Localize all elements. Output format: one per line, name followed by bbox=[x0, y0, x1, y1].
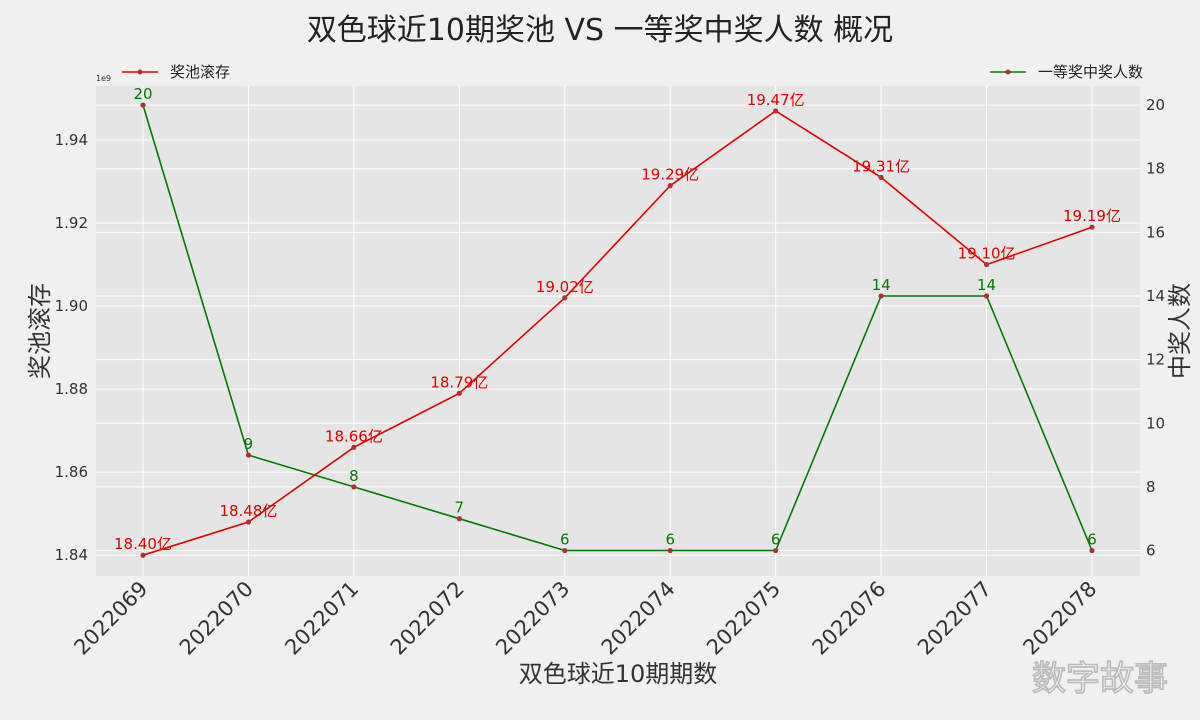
legend-left: 奖池滚存 bbox=[122, 63, 230, 81]
pool-data-label: 18.48亿 bbox=[219, 502, 277, 520]
winners-data-label: 14 bbox=[872, 276, 891, 294]
x-tick-label: 2022078 bbox=[1018, 577, 1101, 660]
winners-data-label: 7 bbox=[455, 499, 465, 517]
pool-data-label: 19.31亿 bbox=[852, 157, 910, 175]
winners-data-label: 6 bbox=[1087, 531, 1097, 549]
pool-data-label: 18.66亿 bbox=[325, 427, 383, 445]
legend-label-pool: 奖池滚存 bbox=[170, 63, 230, 81]
right-tick-label: 14 bbox=[1146, 287, 1165, 305]
pool-data-label: 18.40亿 bbox=[114, 535, 172, 553]
winners-data-label: 6 bbox=[560, 531, 570, 549]
x-tick-label: 2022077 bbox=[913, 577, 996, 660]
left-tick-label: 1.90 bbox=[55, 297, 88, 315]
x-tick-label: 2022070 bbox=[175, 577, 258, 660]
winners-point bbox=[140, 102, 146, 108]
right-tick-label: 20 bbox=[1146, 96, 1165, 114]
winners-point bbox=[562, 547, 568, 554]
left-axis-title: 奖池滚存 bbox=[26, 283, 54, 379]
winners-data-label: 9 bbox=[244, 435, 254, 453]
right-tick-label: 10 bbox=[1146, 414, 1165, 432]
x-axis-title: 双色球近10期期数 bbox=[519, 660, 718, 688]
x-tick-label: 2022071 bbox=[280, 577, 363, 660]
winners-point bbox=[1089, 547, 1095, 554]
winners-data-label: 8 bbox=[349, 467, 359, 485]
legend-right: 一等奖中奖人数 bbox=[990, 63, 1143, 81]
legend-label-winners: 一等奖中奖人数 bbox=[1038, 63, 1143, 81]
winners-point bbox=[245, 452, 252, 458]
x-tick-label: 2022074 bbox=[597, 577, 680, 660]
series-layer: 20 9 8 7 6 6 6 14 14 6 18.40亿 18.48亿 18.66亿 18.79亿 19.… bbox=[114, 85, 1121, 558]
grid-lines bbox=[96, 86, 1140, 576]
right-tick-label: 6 bbox=[1146, 542, 1156, 560]
left-axis-exponent: 1e9 bbox=[96, 74, 111, 83]
pool-data-label: 19.47亿 bbox=[747, 91, 805, 109]
x-tick-label: 2022076 bbox=[808, 577, 891, 660]
pool-point bbox=[562, 295, 568, 301]
pool-data-label: 19.10亿 bbox=[958, 245, 1016, 263]
pool-point bbox=[773, 108, 779, 114]
x-ticks: 2022069 2022070 2022071 2022072 2022073 20220… bbox=[69, 577, 1101, 660]
pool-point bbox=[878, 174, 884, 180]
right-tick-label: 16 bbox=[1146, 223, 1165, 241]
left-tick-label: 1.86 bbox=[55, 463, 88, 481]
winners-data-label: 6 bbox=[771, 531, 781, 549]
left-tick-label: 1.88 bbox=[55, 380, 88, 398]
pool-point bbox=[456, 390, 462, 396]
watermark-text: 数字故事 bbox=[1032, 659, 1168, 699]
plot-area bbox=[96, 86, 1140, 576]
legend-marker-pool bbox=[137, 69, 143, 75]
winners-data-label: 14 bbox=[977, 276, 996, 294]
winners-point bbox=[773, 547, 779, 554]
pool-data-label: 18.79亿 bbox=[430, 373, 488, 391]
winners-data-label: 6 bbox=[665, 531, 675, 549]
pool-data-label: 19.19亿 bbox=[1063, 207, 1121, 225]
left-y-ticks: 1.84 1.86 1.88 1.90 1.92 1.94 bbox=[55, 131, 88, 564]
winners-point bbox=[983, 293, 990, 299]
left-tick-label: 1.94 bbox=[55, 131, 88, 149]
left-tick-label: 1.92 bbox=[55, 214, 88, 232]
winners-data-label: 20 bbox=[133, 85, 152, 103]
winners-point bbox=[667, 547, 673, 554]
x-tick-label: 2022072 bbox=[386, 577, 469, 660]
pool-point bbox=[351, 444, 357, 450]
winners-point bbox=[878, 293, 884, 299]
legend-marker-winners bbox=[1005, 69, 1011, 75]
pool-point bbox=[983, 261, 990, 268]
x-tick-label: 2022073 bbox=[491, 577, 574, 660]
right-tick-label: 8 bbox=[1146, 478, 1156, 496]
left-tick-label: 1.84 bbox=[55, 546, 88, 564]
pool-data-label: 19.29亿 bbox=[641, 166, 699, 184]
pool-data-label: 19.02亿 bbox=[536, 278, 594, 296]
pool-point bbox=[667, 183, 673, 189]
right-tick-label: 18 bbox=[1146, 160, 1165, 178]
x-tick-label: 2022075 bbox=[702, 577, 785, 660]
right-axis-title: 中奖人数 bbox=[1166, 283, 1194, 379]
right-y-ticks: 6 8 10 12 14 16 18 20 bbox=[1146, 96, 1165, 559]
pool-point bbox=[245, 519, 252, 525]
series-line-pool bbox=[142, 109, 1093, 556]
pool-point bbox=[140, 552, 146, 558]
pool-point bbox=[1089, 224, 1095, 230]
x-tick-label: 2022069 bbox=[69, 577, 152, 660]
chart-title: 双色球近10期奖池 VS 一等奖中奖人数 概况 bbox=[307, 13, 893, 48]
series-line-winners bbox=[142, 104, 1093, 552]
winners-point bbox=[351, 484, 357, 490]
winners-point bbox=[456, 516, 462, 522]
right-tick-label: 12 bbox=[1146, 351, 1165, 369]
